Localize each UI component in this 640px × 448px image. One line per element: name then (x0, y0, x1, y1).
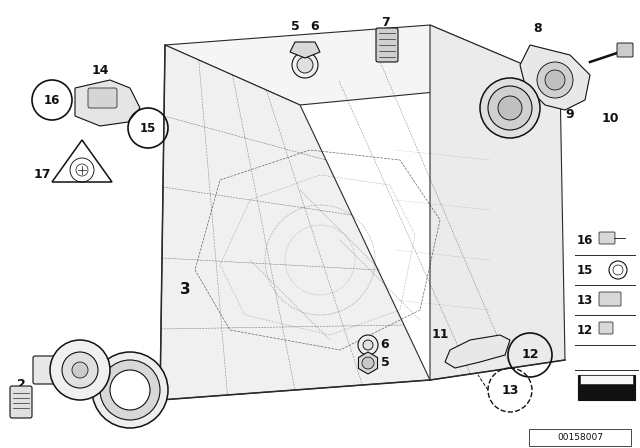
Text: 9: 9 (566, 108, 574, 121)
FancyBboxPatch shape (599, 232, 615, 244)
Text: 2: 2 (17, 379, 26, 392)
Text: 1: 1 (76, 344, 84, 357)
Text: 14: 14 (92, 64, 109, 77)
Text: 8: 8 (534, 22, 542, 34)
FancyBboxPatch shape (376, 28, 398, 62)
Polygon shape (578, 375, 635, 400)
Text: 6: 6 (310, 21, 319, 34)
Circle shape (498, 96, 522, 120)
Text: 15: 15 (577, 263, 593, 276)
Text: 16: 16 (577, 233, 593, 246)
Circle shape (50, 340, 110, 400)
Polygon shape (160, 45, 430, 400)
Circle shape (362, 357, 374, 369)
Circle shape (488, 86, 532, 130)
FancyBboxPatch shape (617, 43, 633, 57)
Text: 6: 6 (381, 339, 389, 352)
Text: 12: 12 (521, 349, 539, 362)
Circle shape (297, 57, 313, 73)
Text: 5: 5 (291, 21, 300, 34)
Text: 5: 5 (381, 356, 389, 369)
Text: 4: 4 (125, 414, 134, 426)
Polygon shape (430, 25, 565, 380)
FancyBboxPatch shape (10, 386, 32, 418)
Polygon shape (165, 25, 560, 105)
Text: 11: 11 (431, 328, 449, 341)
Polygon shape (358, 352, 378, 374)
Circle shape (292, 52, 318, 78)
Circle shape (537, 62, 573, 98)
Circle shape (363, 340, 373, 350)
FancyBboxPatch shape (88, 88, 117, 108)
Text: 10: 10 (601, 112, 619, 125)
Circle shape (62, 352, 98, 388)
Circle shape (545, 70, 565, 90)
Circle shape (110, 370, 150, 410)
FancyBboxPatch shape (599, 292, 621, 306)
Text: 13: 13 (501, 383, 518, 396)
Polygon shape (445, 335, 510, 368)
Circle shape (100, 360, 160, 420)
Text: 7: 7 (381, 16, 389, 29)
Polygon shape (290, 42, 320, 58)
FancyBboxPatch shape (599, 322, 613, 334)
Text: 00158007: 00158007 (557, 434, 603, 443)
Circle shape (72, 362, 88, 378)
Text: 12: 12 (577, 323, 593, 336)
Circle shape (92, 352, 168, 428)
Text: 3: 3 (180, 283, 190, 297)
Text: 17: 17 (33, 168, 51, 181)
Polygon shape (75, 80, 140, 126)
Circle shape (358, 335, 378, 355)
Circle shape (480, 78, 540, 138)
Polygon shape (520, 45, 590, 110)
Text: 15: 15 (140, 121, 156, 134)
Text: 13: 13 (577, 293, 593, 306)
Polygon shape (580, 375, 633, 384)
Text: 16: 16 (44, 94, 60, 107)
FancyBboxPatch shape (33, 356, 82, 384)
